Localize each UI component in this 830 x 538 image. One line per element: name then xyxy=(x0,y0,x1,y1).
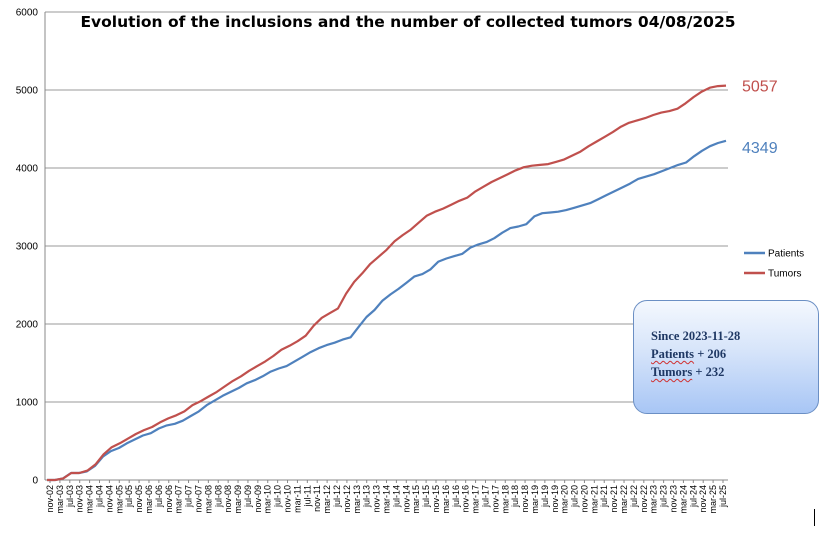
x-tick-label: nov-20 xyxy=(579,485,589,513)
x-tick-label: nov-17 xyxy=(490,485,500,513)
note-tumors-label: Tumors xyxy=(651,365,693,379)
x-tick-label: nov-19 xyxy=(550,485,560,513)
x-tick-label: mar-19 xyxy=(530,485,540,514)
x-tick-label: jul-11 xyxy=(302,485,312,507)
x-tick-label: jul-21 xyxy=(599,485,609,508)
x-tick-label: jul-24 xyxy=(688,485,698,508)
x-tick-label: nov-18 xyxy=(520,485,530,513)
x-tick-label: jul-03 xyxy=(65,485,75,508)
x-tick-label: mar-14 xyxy=(382,485,392,514)
x-tick-label: mar-25 xyxy=(708,485,718,514)
chart-title: Evolution of the inclusions and the numb… xyxy=(80,13,735,31)
end-label-patients: 4349 xyxy=(742,140,778,157)
note-patients-line: Patients + 206 xyxy=(651,345,818,363)
x-tick-label: mar-10 xyxy=(263,485,273,514)
y-tick-label: 1000 xyxy=(16,398,39,409)
x-tick-label: jul-08 xyxy=(213,485,223,508)
x-tick-label: nov-15 xyxy=(431,485,441,513)
x-tick-label: nov-13 xyxy=(372,485,382,513)
x-tick-label: nov-05 xyxy=(134,485,144,513)
x-tick-label: jul-10 xyxy=(273,485,283,508)
x-tick-label: mar-22 xyxy=(619,485,629,514)
x-tick-label: jul-13 xyxy=(362,485,372,508)
x-tick-label: mar-11 xyxy=(292,485,302,513)
x-tick-label: nov-16 xyxy=(461,485,471,513)
y-tick-label: 4000 xyxy=(16,164,39,175)
x-tick-label: mar-24 xyxy=(678,485,688,514)
note-since-line: Since 2023-11-28 xyxy=(651,329,741,343)
series-lines xyxy=(47,84,727,482)
x-tick-label: jul-18 xyxy=(510,485,520,508)
x-tick-label: mar-23 xyxy=(649,485,659,514)
x-tick-label: jul-05 xyxy=(124,485,134,508)
x-axis: nov-02 mar-03 jul-03 nov-03 mar-04 jul-04 nov-… xyxy=(45,480,728,514)
series-line-tumors xyxy=(47,84,727,482)
x-tick-label: jul-17 xyxy=(480,485,490,508)
x-tick-label: nov-12 xyxy=(342,485,352,513)
x-tick-label: mar-05 xyxy=(114,485,124,514)
x-tick-label: mar-04 xyxy=(85,485,95,514)
summary-note-box: Since 2023-11-28 Patients + 206 Tumors +… xyxy=(633,300,819,414)
x-tick-label: nov-23 xyxy=(669,485,679,513)
y-tick-label: 0 xyxy=(32,476,38,487)
x-tick-label: jul-19 xyxy=(540,485,550,508)
x-tick-label: jul-09 xyxy=(243,485,253,508)
legend-label-patients: Patients xyxy=(768,249,804,260)
y-tick-label: 6000 xyxy=(16,8,39,19)
x-tick-label: mar-12 xyxy=(322,485,332,514)
legend-label-tumors: Tumors xyxy=(768,269,802,280)
y-tick-label: 3000 xyxy=(16,242,39,253)
note-patients-label: Patients xyxy=(651,347,695,361)
x-tick-label: mar-21 xyxy=(589,485,599,514)
x-tick-label: jul-20 xyxy=(570,485,580,508)
x-tick-label: mar-09 xyxy=(233,485,243,514)
x-tick-label: mar-17 xyxy=(471,485,481,514)
x-tick-label: jul-25 xyxy=(718,485,728,508)
x-tick-label: nov-04 xyxy=(104,485,114,513)
x-tick-label: nov-22 xyxy=(639,485,649,513)
grid-lines xyxy=(45,11,728,481)
x-tick-label: mar-13 xyxy=(352,485,362,514)
x-tick-label: jul-06 xyxy=(154,485,164,508)
y-axis: 0 1000 2000 3000 4000 5000 6000 xyxy=(16,8,46,487)
text-cursor xyxy=(814,509,815,526)
x-tick-label: jul-22 xyxy=(629,485,639,508)
legend: Patients Tumors xyxy=(744,249,804,280)
x-tick-label: nov-06 xyxy=(164,485,174,513)
end-labels: 4349 5057 xyxy=(742,79,778,157)
x-tick-label: nov-07 xyxy=(193,485,203,513)
x-tick-label: nov-03 xyxy=(75,485,85,513)
x-tick-label: nov-14 xyxy=(401,485,411,513)
x-tick-label: mar-08 xyxy=(203,485,213,514)
x-tick-label: jul-12 xyxy=(332,485,342,508)
note-tumors-value: + 232 xyxy=(692,365,725,379)
x-tick-label: mar-06 xyxy=(144,485,154,514)
x-tick-label: mar-15 xyxy=(411,485,421,514)
end-label-tumors: 5057 xyxy=(742,79,778,96)
x-tick-label: mar-16 xyxy=(441,485,451,514)
x-tick-label: jul-14 xyxy=(391,485,401,508)
x-tick-label: jul-04 xyxy=(94,485,104,508)
x-tick-label: nov-09 xyxy=(253,485,263,513)
x-tick-label: nov-02 xyxy=(45,485,55,513)
x-tick-label: nov-24 xyxy=(698,485,708,513)
x-tick-label: mar-03 xyxy=(55,485,65,514)
y-tick-label: 5000 xyxy=(16,86,39,97)
x-tick-label: mar-07 xyxy=(174,485,184,514)
series-line-patients xyxy=(47,139,727,482)
x-tick-label: nov-08 xyxy=(223,485,233,513)
x-tick-label: nov-10 xyxy=(283,485,293,513)
x-tick-label: jul-15 xyxy=(421,485,431,508)
x-tick-label: jul-07 xyxy=(184,485,194,508)
y-tick-label: 2000 xyxy=(16,320,39,331)
x-tick-label: mar-20 xyxy=(560,485,570,514)
x-tick-label: nov-21 xyxy=(609,485,619,513)
note-patients-value: + 206 xyxy=(694,347,727,361)
x-tick-label: jul-23 xyxy=(659,485,669,508)
note-tumors-line: Tumors + 232 xyxy=(651,363,818,381)
x-tick-label: nov-11 xyxy=(312,485,322,512)
x-tick-label: jul-16 xyxy=(451,485,461,508)
x-tick-label: mar-18 xyxy=(500,485,510,514)
